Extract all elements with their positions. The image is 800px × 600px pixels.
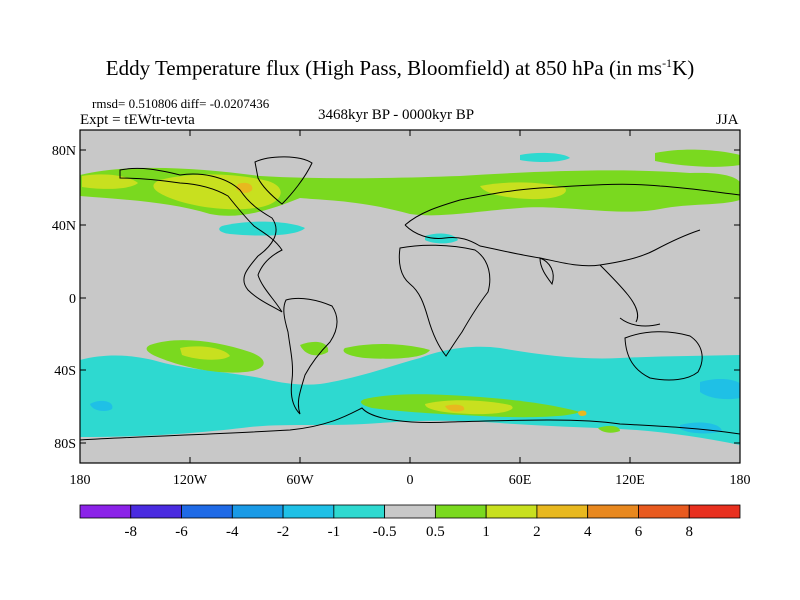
eurasia-yellow-core <box>480 182 566 200</box>
colorbar-label: 2 <box>533 524 541 540</box>
lon-tick-label: 180 <box>730 473 751 488</box>
lon-tick-label: 120W <box>173 473 208 488</box>
colorbar-swatch <box>638 504 690 519</box>
colorbar-swatch <box>181 504 233 519</box>
arctic-cyan-patch <box>520 152 570 163</box>
south-pacific-yellow <box>180 346 230 360</box>
coast-antarctica <box>79 407 741 441</box>
atlantic-cyan-patch <box>219 221 305 236</box>
colorbar-label: -0.5 <box>373 524 397 540</box>
arctic-green-patch <box>655 149 740 167</box>
coast-australia <box>624 331 703 381</box>
plot-title: Eddy Temperature flux (High Pass, Bloomf… <box>105 56 695 80</box>
colorbar-swatch <box>536 504 589 519</box>
southern-ocean-orange <box>445 404 465 412</box>
stats-text: rmsd= 0.510806 diff= -0.0207436 <box>92 96 270 111</box>
sh-blue-patch-east <box>700 378 740 400</box>
colorbar-label: -1 <box>328 524 341 540</box>
lon-tick-label: 60E <box>509 473 532 488</box>
period-label: 3468kyr BP - 0000kyr BP <box>318 107 475 123</box>
colorbar-swatch <box>231 504 284 519</box>
colorbar-label: 8 <box>685 524 693 540</box>
southern-ocean-orange-east <box>578 410 587 416</box>
southern-ocean-yellow <box>425 400 513 415</box>
lat-tick-label: 40N <box>52 219 76 234</box>
coast-se-asia <box>599 264 661 327</box>
coast-greenland <box>254 156 313 205</box>
coast-north-america <box>119 167 283 313</box>
colorbar-swatch <box>79 504 132 519</box>
lat-tick-label: 40S <box>54 364 76 379</box>
season-label: JJA <box>716 112 739 128</box>
colorbar-swatch <box>130 504 182 519</box>
coast-africa <box>398 244 491 357</box>
lat-tick-label: 0 <box>69 292 76 307</box>
lon-tick-label: 0 <box>407 473 414 488</box>
lon-tick-label: 120E <box>615 473 645 488</box>
colorbar-label: -6 <box>175 524 188 540</box>
coastlines <box>79 156 741 441</box>
lon-tick-label: 180 <box>70 473 91 488</box>
colorbar-swatch <box>485 504 538 519</box>
colorbar-swatch <box>434 504 487 519</box>
coast-india <box>539 257 554 286</box>
colorbar-label: 4 <box>584 524 592 540</box>
map-tickmarks <box>79 130 741 463</box>
colorbar-labels: -8 -6 -4 -2 -1 -0.5 0.5 1 2 4 6 8 <box>125 524 693 540</box>
colorbar-swatch <box>333 504 386 519</box>
colorbar <box>79 504 741 519</box>
colorbar-label: 0.5 <box>426 524 445 540</box>
colorbar-label: -4 <box>226 524 239 540</box>
sh-blue-patch-west <box>90 400 113 412</box>
colorbar-swatch <box>384 504 436 519</box>
experiment-label: Expt = tEWtr-tevta <box>80 112 195 128</box>
colorbar-label: 6 <box>635 524 643 540</box>
colorbar-label: -8 <box>125 524 138 540</box>
colorbar-label: -2 <box>277 524 290 540</box>
antarctic-green-patch <box>598 425 620 433</box>
lat-tick-label: 80N <box>52 144 76 159</box>
coast-south-america <box>283 297 338 415</box>
latitude-labels: 80N 40N 0 40S 80S <box>52 144 76 452</box>
colorbar-label: 1 <box>482 524 490 540</box>
longitude-labels: 180 120W 60W 0 60E 120E 180 <box>70 473 751 488</box>
colorbar-swatch <box>282 504 335 519</box>
colorbar-swatch <box>587 504 639 519</box>
south-atlantic-green <box>343 343 430 359</box>
lat-tick-label: 80S <box>54 437 76 452</box>
colorbar-swatch <box>688 504 741 519</box>
lon-tick-label: 60W <box>286 473 314 488</box>
